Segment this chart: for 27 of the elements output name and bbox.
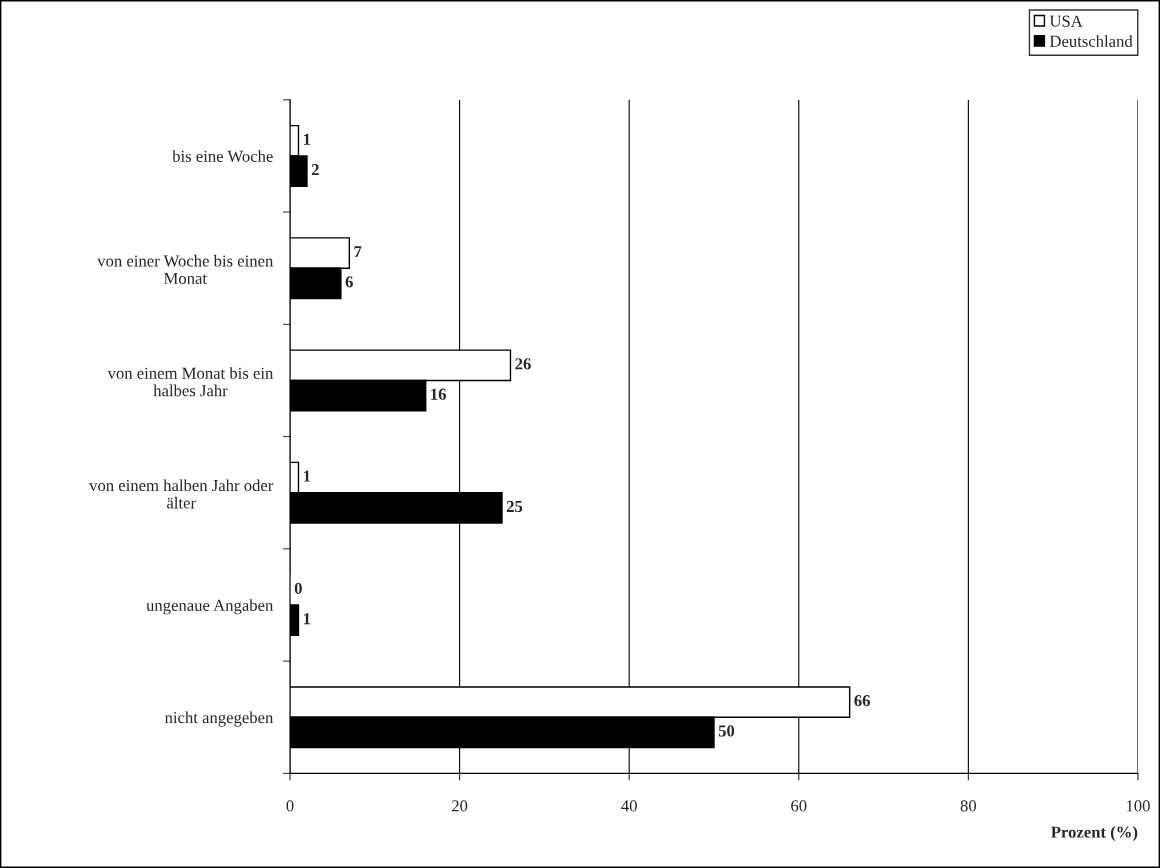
y-tick-label: von einem Monat bis ein halbes Jahr: [107, 367, 274, 397]
y-tick-label: von einem halben Jahr oder älter: [89, 479, 274, 509]
x-tick-label: 40: [621, 800, 637, 812]
legend-label: Deutschland: [1049, 35, 1133, 47]
data-label: 25: [506, 500, 523, 513]
data-label: 26: [515, 358, 531, 370]
y-tick-label: bis eine Woche: [172, 150, 273, 162]
data-label: 16: [431, 388, 447, 400]
data-label: 1: [303, 613, 311, 625]
data-label: 7: [354, 246, 362, 258]
y-tick-label: ungenaue Angaben: [146, 599, 274, 615]
x-tick-label: 20: [451, 800, 468, 812]
x-tick-label: 80: [960, 800, 977, 812]
data-label: 1: [303, 133, 311, 145]
data-label: 6: [345, 276, 353, 288]
data-label: 2: [311, 164, 319, 176]
x-tick-label: 0: [286, 800, 294, 812]
data-label: 0: [294, 582, 302, 595]
y-tick-label: von einer Woche bis einen Monat: [97, 254, 274, 285]
y-tick-label: nicht angegeben: [164, 711, 274, 727]
data-label: 66: [854, 695, 870, 707]
x-tick-label: 100: [1126, 800, 1150, 812]
data-label: 1: [303, 470, 311, 482]
x-axis-title: Prozent (%): [1051, 826, 1138, 842]
data-label: 50: [718, 725, 735, 737]
x-tick-label: 60: [791, 800, 807, 812]
legend-label: USA: [1049, 15, 1083, 27]
